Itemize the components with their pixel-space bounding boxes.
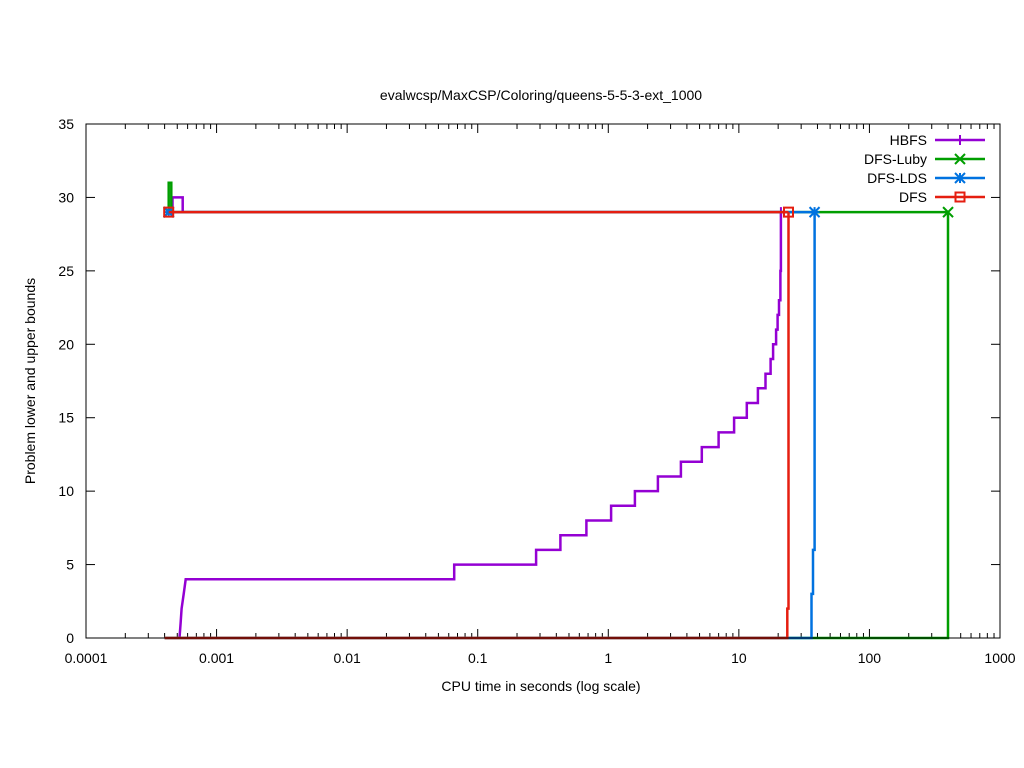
legend-marker-dfs (954, 191, 966, 203)
x-tick-label: 0.0001 (65, 650, 108, 666)
chart-title: evalwcsp/MaxCSP/Coloring/queens-5-5-3-ex… (380, 87, 702, 103)
series-dfs-luby-end-marker (942, 206, 954, 218)
series-hbfs-lower-line (178, 212, 783, 639)
legend-marker-dfs-lds (954, 172, 966, 184)
y-tick-label: 15 (58, 410, 74, 426)
y-tick-label: 10 (58, 483, 74, 499)
x-tick-label: 1000 (984, 650, 1015, 666)
series-layer (163, 181, 954, 640)
legend-label-hbfs: HBFS (890, 132, 927, 148)
legend-marker-dfs-luby (954, 153, 966, 165)
y-tick-label: 35 (58, 116, 74, 132)
series-dfs-lds-end-marker (808, 206, 821, 218)
plot-frame (85, 123, 1001, 639)
y-tick-label: 30 (58, 189, 74, 205)
x-tick-label: 0.01 (334, 650, 361, 666)
x-tick-label: 0.1 (468, 650, 488, 666)
y-tick-label: 0 (66, 630, 74, 646)
legend: HBFS DFS-Luby DFS-LDS DFS (864, 132, 985, 205)
series-dfs-start-marker (163, 206, 175, 218)
x-tick-label: 1 (604, 650, 612, 666)
series-dfs-luby-upper-line (167, 181, 948, 214)
series-dfs-lower-line (164, 212, 790, 640)
series-dfs-end-marker (783, 206, 795, 218)
legend-label-dfs-luby: DFS-Luby (864, 151, 927, 167)
y-tick-label: 5 (66, 557, 74, 573)
x-tick-label: 100 (858, 650, 882, 666)
y-tick-label: 20 (58, 336, 74, 352)
x-tick-label: 0.001 (199, 650, 234, 666)
legend-label-dfs-lds: DFS-LDS (867, 170, 927, 186)
y-tick-label: 25 (58, 263, 74, 279)
y-axis-label: Problem lower and upper bounds (22, 278, 38, 484)
axis-ticks: 0.0001 0.001 0.01 0.1 1 10 100 1000 0 5 10 15 20 25 30… (58, 116, 1015, 666)
x-tick-label: 10 (731, 650, 747, 666)
x-axis-label: CPU time in seconds (log scale) (441, 678, 640, 694)
legend-marker-hbfs (955, 135, 965, 145)
series-dfs-luby-lower-line (164, 212, 950, 640)
legend-label-dfs: DFS (899, 189, 927, 205)
series-dfs-lds-lower-line (164, 212, 816, 640)
series-hbfs-upper-line (171, 196, 781, 214)
